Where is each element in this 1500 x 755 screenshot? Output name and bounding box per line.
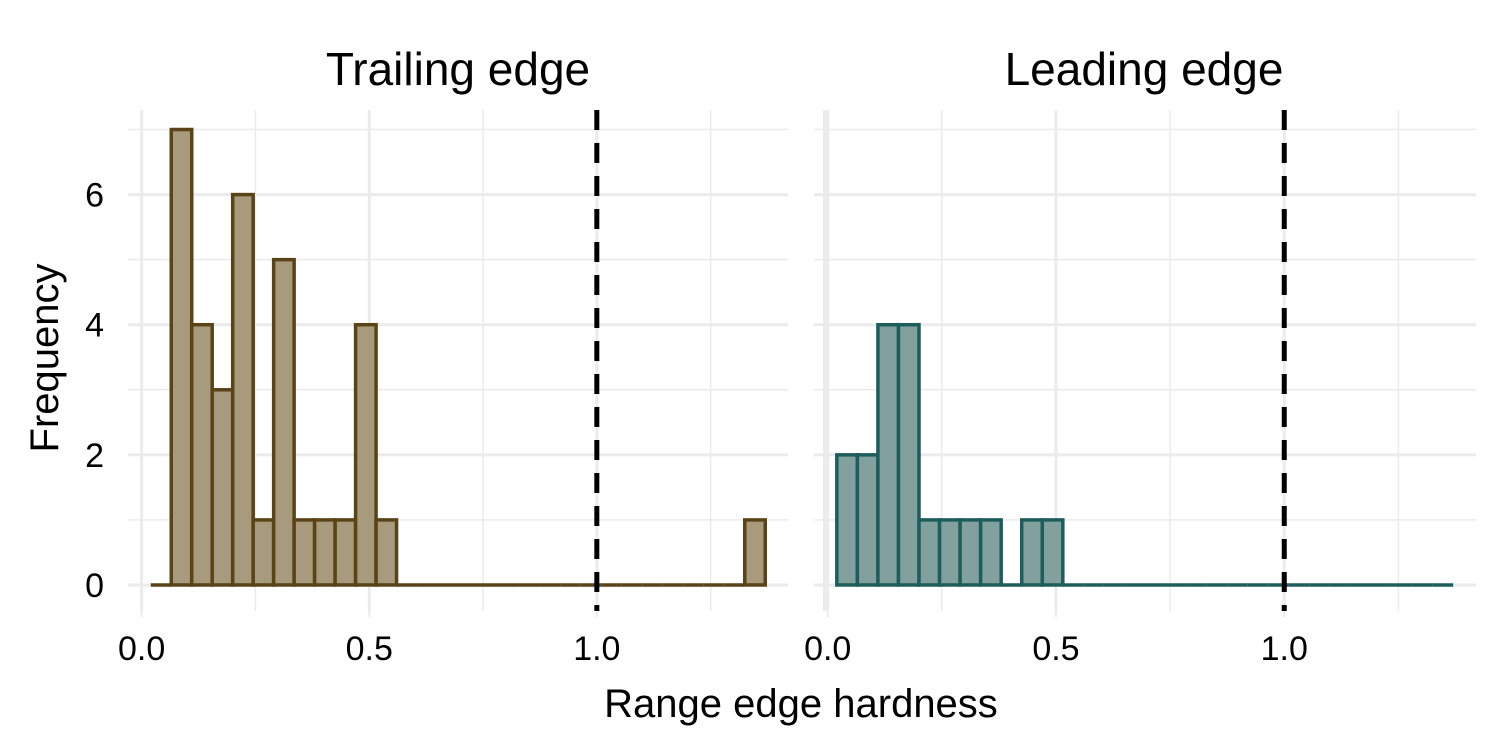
x-tick-label: 1.0 [1261,630,1308,668]
y-tick-label: 6 [85,177,104,215]
x-tick-label: 0.5 [346,630,393,668]
histogram-bar [896,322,921,587]
histogram-bar [230,192,255,587]
y-tick-label: 0 [85,567,104,605]
bars-trailing-edge [150,127,767,587]
histogram-bar [978,518,1003,587]
histogram-bar [1019,518,1045,587]
y-axis-title: Frequency [23,264,67,453]
histogram-bar [333,518,358,587]
histogram-bar [876,322,901,587]
histogram-bar [312,518,337,587]
histogram-bar [271,257,296,587]
histogram-bar [855,453,880,587]
histogram-bar [743,518,767,587]
histogram-bar [937,518,962,587]
histogram-bar [353,322,378,587]
histogram-bar [1040,518,1065,587]
histogram-bar [835,453,860,587]
panel-leading-edge: Leading edge 0.0 0.5 1.0 [804,43,1476,668]
x-tick-label: 0.5 [1032,630,1079,668]
bars-leading-edge [835,322,1454,587]
panel-trailing-edge: Trailing edge 0.0 0.5 1.0 0 2 4 6 [85,43,826,668]
histogram-bar [917,518,942,587]
histogram-bar [251,518,276,587]
histogram-bar [189,322,214,587]
histogram-bar [958,518,983,587]
histogram-bar [210,388,235,587]
panel-title-trailing-edge: Trailing edge [326,43,590,95]
panel-title-leading-edge: Leading edge [1005,43,1284,95]
histogram-bar [169,127,194,587]
y-tick-label: 2 [85,437,104,475]
x-tick-label: 1.0 [573,630,620,668]
x-tick-label: 0.0 [118,630,165,668]
x-axis-title: Range edge hardness [604,682,998,726]
y-tick-label: 4 [85,307,104,345]
histogram-bar [292,518,317,587]
histogram-bar [374,518,399,587]
x-tick-label: 0.0 [804,630,851,668]
